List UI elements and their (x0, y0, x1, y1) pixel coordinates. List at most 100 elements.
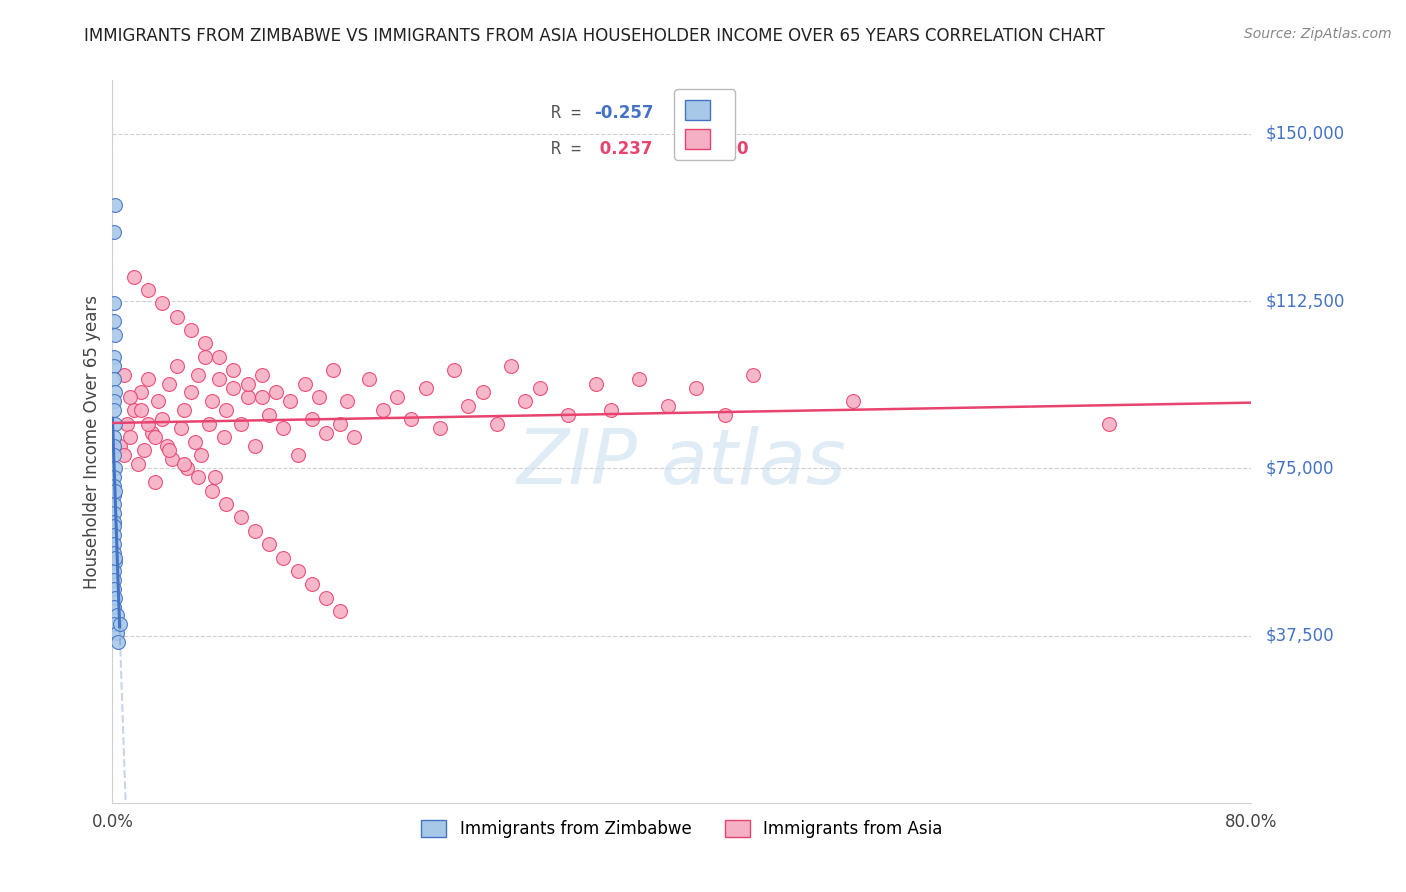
Point (329, 417, 352, 431)
Point (264, 385, 287, 400)
Point (118, 390, 141, 404)
Point (222, 381, 245, 395)
Point (103, 488, 125, 502)
Point (103, 470, 125, 484)
Point (271, 421, 295, 435)
Point (229, 417, 252, 431)
Point (301, 577, 323, 591)
Text: ZIP atlas: ZIP atlas (517, 426, 846, 500)
Point (429, 421, 451, 435)
Point (104, 483, 127, 498)
Legend: Immigrants from Zimbabwe, Immigrants from Asia: Immigrants from Zimbabwe, Immigrants fro… (415, 814, 949, 845)
Text: N=: N= (659, 140, 709, 158)
Point (336, 394, 359, 409)
Point (271, 550, 295, 565)
Point (471, 385, 494, 400)
Point (103, 350, 125, 364)
Point (141, 425, 163, 440)
Point (184, 434, 207, 449)
Point (180, 385, 202, 400)
Point (628, 372, 651, 386)
Point (129, 385, 152, 400)
Point (112, 368, 135, 382)
Point (104, 327, 127, 342)
Point (103, 617, 125, 632)
Point (198, 417, 221, 431)
Point (236, 376, 259, 391)
Point (103, 515, 125, 529)
Point (287, 564, 309, 578)
Point (105, 608, 128, 623)
Point (485, 417, 508, 431)
Point (308, 390, 330, 404)
Point (201, 394, 224, 409)
Point (176, 461, 198, 475)
Point (280, 394, 302, 409)
Point (136, 417, 159, 431)
Point (301, 412, 323, 426)
Point (104, 198, 127, 212)
Text: 100: 100 (714, 140, 748, 158)
Point (208, 372, 231, 386)
Point (357, 372, 380, 386)
Text: $37,500: $37,500 (1265, 626, 1334, 645)
Point (104, 591, 127, 605)
Point (103, 314, 125, 328)
Text: Source: ZipAtlas.com: Source: ZipAtlas.com (1244, 27, 1392, 41)
Point (201, 483, 224, 498)
Point (103, 430, 125, 444)
Point (371, 403, 394, 417)
Point (127, 457, 149, 471)
Text: $150,000: $150,000 (1265, 125, 1344, 143)
Text: IMMIGRANTS FROM ZIMBABWE VS IMMIGRANTS FROM ASIA HOUSEHOLDER INCOME OVER 65 YEAR: IMMIGRANTS FROM ZIMBABWE VS IMMIGRANTS F… (84, 27, 1105, 45)
Point (103, 519, 125, 533)
Point (155, 439, 177, 453)
Point (457, 399, 479, 413)
Point (250, 368, 273, 382)
Point (129, 403, 152, 417)
Text: 39: 39 (714, 103, 737, 122)
Point (103, 448, 125, 462)
Point (103, 372, 125, 386)
Point (443, 363, 465, 377)
Point (108, 617, 131, 632)
Point (243, 439, 266, 453)
Point (166, 359, 188, 373)
Point (104, 417, 127, 431)
Text: R =: R = (551, 103, 591, 122)
Point (115, 417, 138, 431)
Point (103, 564, 125, 578)
Point (104, 550, 127, 565)
Point (287, 448, 309, 462)
Point (215, 497, 238, 511)
Point (229, 510, 252, 524)
Point (343, 430, 366, 444)
Point (385, 390, 409, 404)
Point (122, 403, 145, 417)
Point (329, 604, 352, 618)
Point (103, 528, 125, 542)
Point (136, 283, 159, 297)
Point (143, 430, 166, 444)
Point (585, 376, 607, 391)
Text: 0.237: 0.237 (595, 140, 652, 158)
Point (103, 296, 125, 310)
Point (190, 448, 212, 462)
Point (104, 461, 127, 475)
Point (103, 403, 125, 417)
Point (132, 443, 155, 458)
Text: -0.257: -0.257 (595, 103, 654, 122)
Point (515, 394, 537, 409)
Point (501, 359, 523, 373)
Point (118, 430, 141, 444)
Point (103, 225, 125, 239)
Point (180, 323, 202, 337)
Point (250, 390, 273, 404)
Point (103, 497, 125, 511)
Point (103, 439, 125, 453)
Point (257, 537, 280, 551)
Point (315, 591, 337, 605)
Point (187, 470, 209, 484)
Point (146, 394, 169, 409)
Point (208, 350, 231, 364)
